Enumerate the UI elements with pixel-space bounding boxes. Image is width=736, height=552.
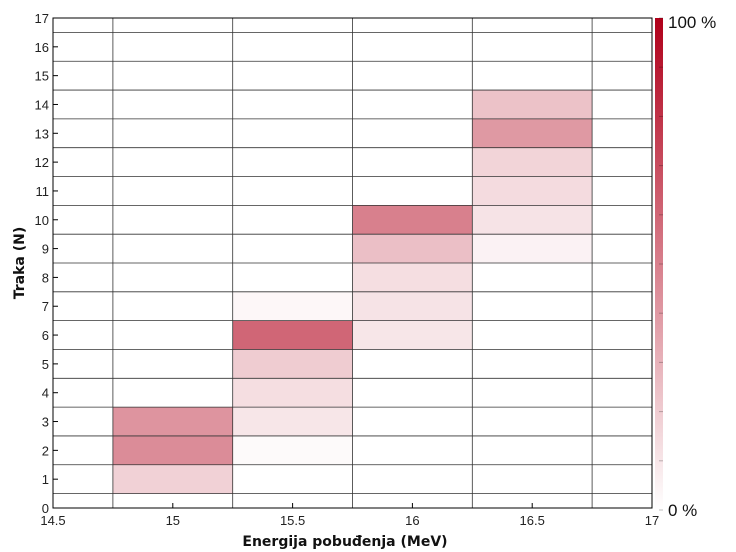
heatmap-cell bbox=[232, 349, 353, 379]
heatmap-cell bbox=[352, 234, 473, 263]
y-tick-label: 4 bbox=[42, 386, 49, 401]
y-tick-label: 12 bbox=[35, 155, 49, 170]
heatmap-cell bbox=[472, 118, 593, 148]
heatmap-cell bbox=[472, 234, 593, 263]
colorbar: 100 % 0 % bbox=[655, 13, 716, 520]
heatmap-cell bbox=[472, 147, 593, 177]
heatmap-cell bbox=[472, 90, 593, 119]
x-tick-label: 17 bbox=[645, 513, 659, 528]
heatmap-cell bbox=[352, 291, 473, 321]
x-tick-label: 16.5 bbox=[520, 513, 545, 528]
y-tick-label: 16 bbox=[35, 40, 49, 55]
y-tick-label: 14 bbox=[35, 97, 49, 112]
y-tick-label: 8 bbox=[42, 270, 49, 285]
heatmap-cell bbox=[112, 407, 233, 436]
grid-lines bbox=[53, 18, 652, 508]
y-tick-label: 17 bbox=[35, 11, 49, 26]
heatmap-cell bbox=[472, 205, 593, 235]
heatmap-cells bbox=[112, 90, 593, 494]
heatmap-cell bbox=[352, 320, 473, 350]
y-tick-label: 6 bbox=[42, 328, 49, 343]
colorbar-max-label: 100 % bbox=[668, 13, 716, 32]
y-tick-label: 9 bbox=[42, 242, 49, 257]
colorbar-gradient bbox=[655, 18, 663, 510]
plot-frame bbox=[52, 17, 653, 509]
y-tick-label: 3 bbox=[42, 415, 49, 430]
x-tick-label: 15 bbox=[166, 513, 180, 528]
x-tick-label: 15.5 bbox=[280, 513, 305, 528]
colorbar-ticks bbox=[659, 17, 663, 511]
colorbar-min-label: 0 % bbox=[668, 501, 697, 520]
heatmap-cell bbox=[472, 176, 593, 206]
heatmap-cell bbox=[232, 435, 353, 465]
y-axis-label: Traka (N) bbox=[12, 227, 28, 300]
y-tick-label: 15 bbox=[35, 69, 49, 84]
y-tick-label: 13 bbox=[35, 126, 49, 141]
x-tick-label: 16 bbox=[405, 513, 419, 528]
heatmap-cell bbox=[232, 291, 353, 321]
y-tick-label: 1 bbox=[42, 472, 49, 487]
heatmap-cell bbox=[232, 378, 353, 408]
y-tick-label: 7 bbox=[42, 299, 49, 314]
x-tick-label: 14.5 bbox=[40, 513, 65, 528]
heatmap-cell bbox=[232, 407, 353, 436]
y-tick-label: 5 bbox=[42, 357, 49, 372]
y-tick-label: 10 bbox=[35, 213, 49, 228]
heatmap-cell bbox=[112, 435, 233, 465]
heatmap-cell bbox=[352, 263, 473, 292]
heatmap-cell bbox=[112, 464, 233, 494]
heatmap-cell bbox=[352, 205, 473, 235]
y-tick-label: 11 bbox=[36, 184, 50, 199]
y-tick-label: 2 bbox=[42, 443, 49, 458]
x-axis-label: Energija pobuđenja (MeV) bbox=[242, 534, 447, 550]
x-axis-ticks: 14.5 15 15.5 16 16.5 17 bbox=[40, 503, 659, 528]
y-tick-label: 0 bbox=[42, 501, 49, 516]
heatmap-cell bbox=[232, 320, 353, 350]
